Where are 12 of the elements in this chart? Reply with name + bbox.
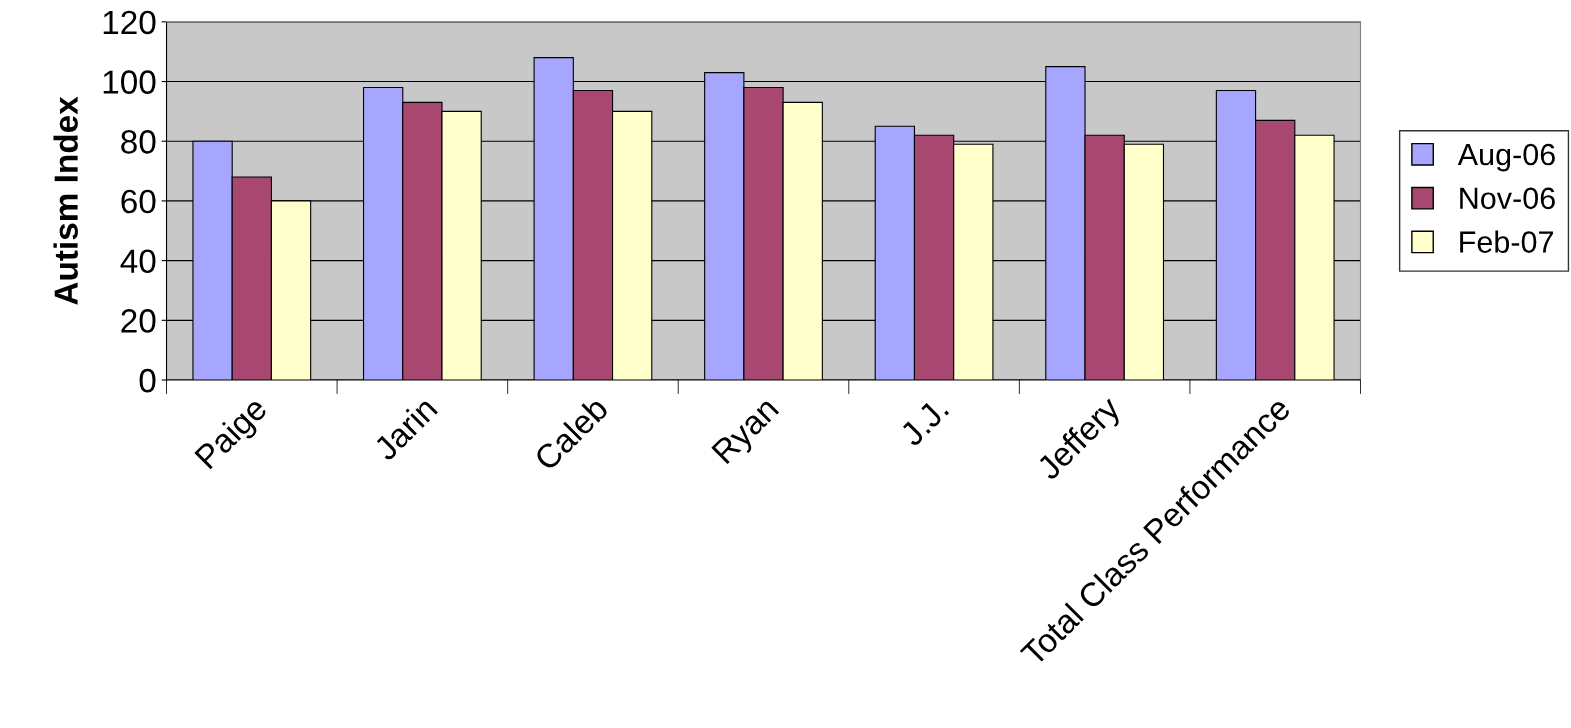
y-tick-label: 40 [120, 249, 156, 274]
y-tick-label: 80 [121, 130, 156, 154]
legend-label: Aug-06 [1457, 143, 1555, 172]
y-tick-label: 60 [121, 189, 156, 214]
legend-label: Nov-06 [1460, 187, 1555, 210]
y-tick-label: 120 [103, 10, 156, 35]
x-tick-label: J.J. [898, 396, 950, 448]
y-tick-label: 100 [103, 70, 156, 94]
y-axis-title: Autism Index [53, 96, 78, 305]
legend-label: Feb-07 [1460, 230, 1553, 253]
y-tick-label: 0 [139, 368, 156, 393]
y-tick-label: 20 [121, 309, 156, 333]
